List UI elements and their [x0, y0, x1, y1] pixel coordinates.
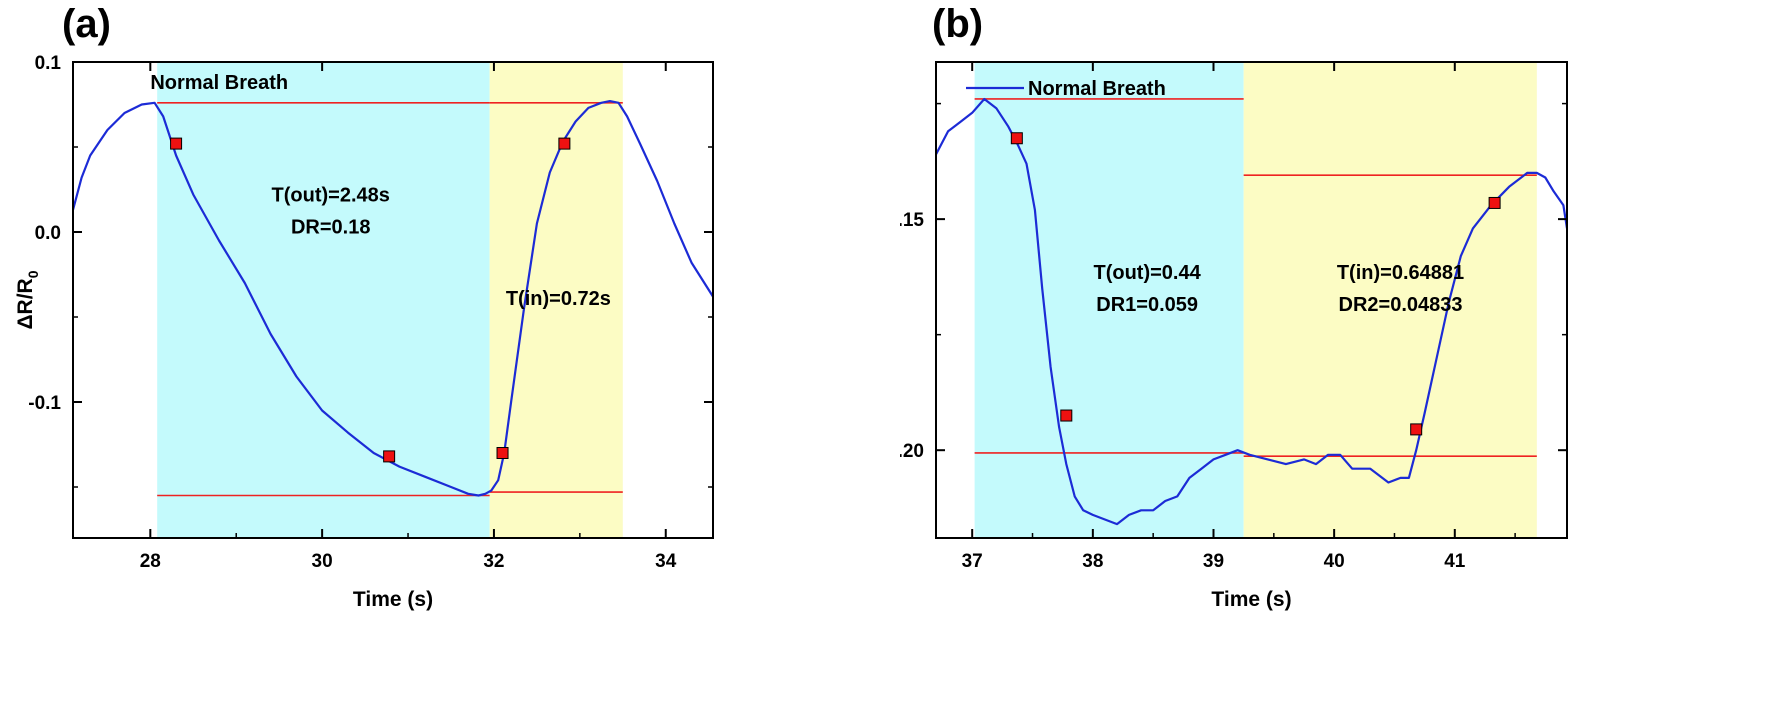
x-axis-label: Time (s) — [1211, 588, 1291, 611]
legend-label: Normal Breath — [1028, 78, 1166, 100]
chart-a-svg: 28 30 32 34 0.1 0.0 -0.1 Time (s) ΔR/R0 (a) Normal… — [14, 2, 714, 611]
annotation-text-1: DR1=0.059 — [1096, 294, 1198, 316]
series-line-1 — [73, 99, 713, 497]
x-tick-label: 37 — [962, 551, 983, 572]
data-marker-2 — [383, 450, 396, 463]
data-marker-1 — [1010, 132, 1023, 145]
x-tick-label: 39 — [1203, 551, 1224, 572]
data-marker-4 — [558, 137, 571, 150]
data-marker-3 — [1410, 423, 1423, 436]
shaded-region-2 — [489, 62, 623, 538]
data-marker-4 — [1488, 196, 1501, 209]
plot-area — [936, 62, 1567, 538]
annotation-text-1: T(out)=0.44 — [1094, 262, 1202, 284]
data-marker-3 — [496, 447, 509, 459]
y-axis-label-main: ΔR/R — [14, 278, 37, 329]
x-tick-label: 28 — [140, 551, 161, 572]
annotation-text-3: T(in)=0.72s — [506, 288, 611, 310]
annotation-text-2: DR=0.18 — [291, 216, 371, 238]
x-tick-label: 30 — [312, 551, 333, 572]
y-tick-label: -0.1 — [28, 393, 61, 414]
x-tick-label: 38 — [1082, 551, 1103, 572]
data-marker-1 — [170, 137, 183, 150]
plot-area — [73, 62, 713, 538]
x-tick-label: 40 — [1324, 551, 1345, 572]
x-tick-label: 41 — [1444, 551, 1466, 572]
series-line-1 — [936, 97, 1567, 526]
panel-label: (b) — [932, 2, 983, 46]
annotation-text-2: T(out)=2.48s — [272, 184, 390, 206]
shaded-region-1 — [157, 62, 490, 538]
y-axis-label: ΔR/R0 — [14, 270, 41, 329]
y-tick-label: -0.15 — [900, 210, 924, 231]
annotation-text-1: Normal Breath — [150, 72, 288, 94]
x-tick-label: 32 — [483, 551, 504, 572]
y-tick-label: -0.20 — [900, 441, 924, 462]
x-axis-label: Time (s) — [353, 588, 433, 611]
x-tick-label: 34 — [655, 551, 677, 572]
data-marker-2 — [1060, 409, 1073, 422]
annotation-text-2: DR2=0.04833 — [1339, 294, 1463, 316]
annotation-text-2: T(in)=0.64881 — [1337, 262, 1464, 284]
plot-frame — [72, 61, 714, 539]
y-tick-label: 0.1 — [35, 53, 62, 74]
y-axis-label-subscript: 0 — [25, 270, 41, 278]
chart-panel-a: 28 30 32 34 0.1 0.0 -0.1 Time (s) ΔR/R0 (a) Normal… — [14, 2, 714, 611]
plot-frame — [935, 61, 1568, 539]
panel-label: (a) — [62, 2, 111, 46]
shaded-region-2 — [1243, 62, 1537, 538]
y-tick-label: 0.0 — [35, 223, 61, 244]
